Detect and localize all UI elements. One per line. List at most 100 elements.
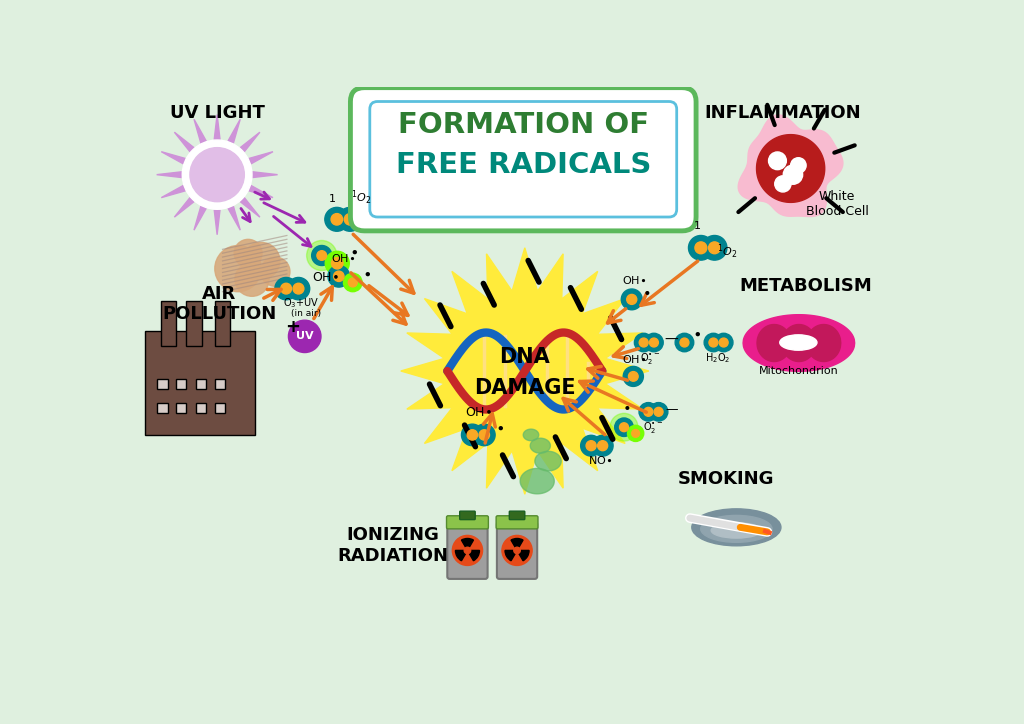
Circle shape [306,240,337,271]
Text: O$_3$+UV: O$_3$+UV [283,296,319,310]
Wedge shape [456,550,467,561]
Circle shape [654,408,663,416]
Circle shape [343,273,362,292]
Circle shape [293,283,304,294]
Circle shape [325,207,349,231]
Circle shape [644,408,652,416]
Text: +: + [285,318,300,336]
Circle shape [473,424,496,446]
Circle shape [680,338,689,347]
Text: $^1O_2$: $^1O_2$ [351,188,372,207]
Circle shape [467,430,477,440]
Text: Mitochondrion: Mitochondrion [759,366,839,376]
Wedge shape [462,539,473,550]
Circle shape [627,295,637,304]
Circle shape [675,333,693,352]
Wedge shape [505,550,517,561]
Circle shape [622,289,642,310]
Text: FREE RADICALS: FREE RADICALS [395,151,651,180]
Circle shape [514,547,520,554]
Text: 1: 1 [693,221,700,230]
Polygon shape [738,115,843,216]
FancyBboxPatch shape [158,379,168,389]
Text: IONIZING
RADIATION: IONIZING RADIATION [338,526,449,565]
Circle shape [695,242,707,253]
Circle shape [182,140,252,209]
FancyBboxPatch shape [509,511,524,520]
Circle shape [639,338,648,347]
Circle shape [610,413,638,441]
Circle shape [688,235,714,260]
Circle shape [326,251,349,275]
FancyBboxPatch shape [176,403,186,413]
Circle shape [348,278,357,287]
Circle shape [705,333,723,352]
Circle shape [649,338,658,347]
Circle shape [234,262,269,296]
Text: UV LIGHT: UV LIGHT [170,104,264,122]
Circle shape [453,536,482,565]
Circle shape [289,320,321,353]
FancyBboxPatch shape [446,515,488,529]
Circle shape [632,429,640,437]
Text: 1: 1 [329,193,336,203]
Wedge shape [511,539,523,550]
FancyBboxPatch shape [215,403,225,413]
Circle shape [344,214,355,225]
Text: SMOKING: SMOKING [678,470,774,488]
Text: O$_2^{\bullet-}$: O$_2^{\bullet-}$ [640,351,659,366]
Circle shape [274,277,297,300]
Circle shape [338,207,362,231]
Circle shape [316,251,327,261]
Wedge shape [517,550,529,561]
Circle shape [234,240,262,267]
Polygon shape [535,451,561,471]
Circle shape [649,403,668,421]
Circle shape [479,430,489,440]
FancyBboxPatch shape [350,88,696,231]
Circle shape [620,423,629,432]
Text: $^1O_2$: $^1O_2$ [717,243,737,261]
Circle shape [334,271,344,282]
Circle shape [614,418,633,437]
Text: $\bullet$: $\bullet$ [692,326,701,341]
Circle shape [715,333,733,352]
Polygon shape [400,248,649,494]
Text: $\bullet$: $\bullet$ [495,420,504,435]
Text: NO$\bullet$: NO$\bullet$ [588,454,611,466]
Polygon shape [520,468,554,494]
Circle shape [215,245,261,292]
Ellipse shape [712,523,762,538]
Text: OH$\bullet$: OH$\bullet$ [312,271,339,284]
Circle shape [288,277,309,300]
Text: White
Blood Cell: White Blood Cell [806,190,868,218]
Polygon shape [157,114,278,235]
Text: UV: UV [296,332,313,341]
Circle shape [635,333,653,352]
Circle shape [464,547,471,554]
Polygon shape [757,135,824,203]
Text: OH$\bullet$: OH$\bullet$ [623,274,647,286]
Circle shape [719,338,728,347]
Circle shape [629,371,638,382]
Ellipse shape [692,509,781,546]
Text: DNA: DNA [500,347,550,367]
FancyBboxPatch shape [123,82,927,649]
FancyBboxPatch shape [497,522,538,579]
Circle shape [639,403,657,421]
FancyBboxPatch shape [215,301,230,345]
Circle shape [243,243,280,279]
Circle shape [332,258,343,269]
Circle shape [462,424,483,446]
FancyBboxPatch shape [176,379,186,389]
FancyBboxPatch shape [197,403,206,413]
Text: AIR
POLLUTION: AIR POLLUTION [163,285,276,324]
Circle shape [581,435,601,456]
Text: FORMATION OF: FORMATION OF [397,111,649,138]
Circle shape [502,536,532,565]
FancyBboxPatch shape [460,511,475,520]
Text: DAMAGE: DAMAGE [474,378,575,398]
Circle shape [769,152,786,169]
Text: O$_2^{\bullet-}$: O$_2^{\bullet-}$ [643,421,664,435]
Text: OH$\bullet$: OH$\bullet$ [623,353,647,366]
